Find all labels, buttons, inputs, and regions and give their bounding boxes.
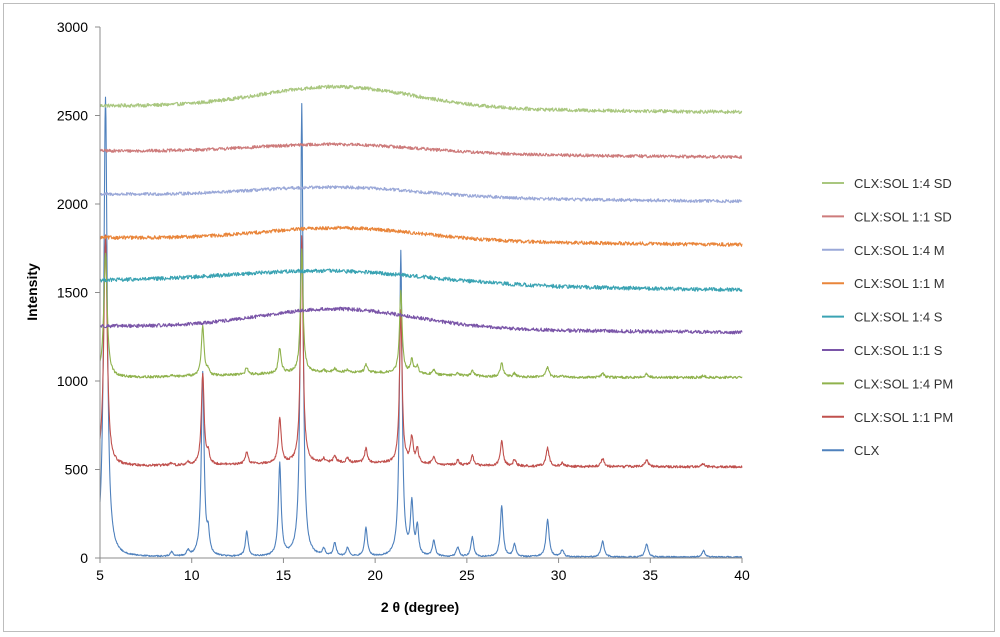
x-tick-label: 5 [96, 567, 104, 583]
legend-label: CLX:SOL 1:4 PM [854, 376, 953, 391]
axes-layer: 0 500 1000 1500 2000 2500 3000 5 10 15 20 25 30 35 40 [57, 19, 750, 583]
legend-label: CLX [854, 443, 880, 458]
x-tick-label: 25 [459, 567, 475, 583]
legend-label: CLX:SOL 1:1 SD [854, 209, 952, 224]
y-tick-label: 2500 [57, 108, 88, 124]
legend-label: CLX:SOL 1:4 S [854, 310, 943, 325]
legend-label: CLX:SOL 1:1 PM [854, 410, 953, 425]
y-tick-label: 3000 [57, 19, 88, 35]
legend-label: CLX:SOL 1:1 S [854, 343, 943, 358]
y-tick-label: 1500 [57, 285, 88, 301]
y-tick-label: 500 [65, 462, 89, 478]
x-tick-label: 10 [184, 567, 200, 583]
series-line-clx [99, 96, 743, 559]
series-line-clx-sol-1-1-m [99, 225, 743, 247]
series-line-clx-sol-1-1-s [99, 306, 743, 335]
legend-label: CLX:SOL 1:4 M [854, 243, 945, 258]
x-tick-label: 15 [276, 567, 292, 583]
x-tick-label: 35 [642, 567, 658, 583]
legend-label: CLX:SOL 1:1 M [854, 276, 945, 291]
series-line-clx-sol-1-1-sd [99, 142, 743, 160]
legend: CLX:SOL 1:4 SD CLX:SOL 1:1 SD CLX:SOL 1:4 … [822, 176, 953, 458]
series-line-clx-sol-1-4-pm [99, 248, 743, 380]
series-line-clx-sol-1-4-sd [99, 84, 743, 115]
x-axis-title: 2 θ (degree) [381, 599, 459, 615]
x-tick-label: 40 [734, 567, 750, 583]
y-tick-label: 0 [80, 550, 88, 566]
x-tick-label: 30 [551, 567, 567, 583]
legend-label: CLX:SOL 1:4 SD [854, 176, 952, 191]
series-line-clx-sol-1-4-s [99, 268, 743, 293]
series-layer [99, 84, 743, 559]
series-line-clx-sol-1-1-pm [99, 234, 743, 469]
y-axis-title: Intensity [24, 263, 40, 321]
x-tick-label: 20 [367, 567, 383, 583]
series-line-clx-sol-1-4-m [99, 185, 743, 204]
y-tick-label: 1000 [57, 373, 88, 389]
y-tick-label: 2000 [57, 196, 88, 212]
